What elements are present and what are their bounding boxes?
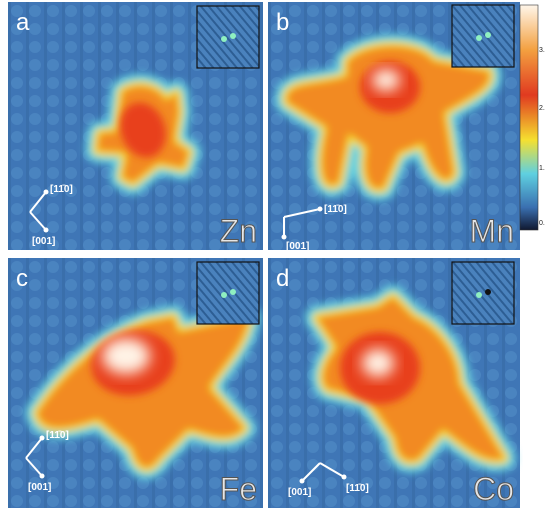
colorbar-scale	[519, 4, 539, 231]
colorbar-tick: 2.	[539, 105, 545, 112]
panel-label: d	[276, 265, 289, 292]
axis-arrow	[283, 208, 321, 218]
arrow-head	[43, 227, 49, 233]
panel-label: b	[276, 9, 289, 36]
axis-label: [11̄0]	[50, 184, 73, 195]
axis-arrow	[29, 211, 47, 231]
core	[120, 102, 166, 158]
axis-arrow	[319, 462, 345, 478]
inset	[196, 261, 260, 325]
colorbar-tick: 0.	[539, 220, 545, 227]
inset	[451, 261, 515, 325]
colorbar-tick: 3.	[539, 47, 545, 54]
panel: c Fe [11̄0] [001]	[8, 258, 263, 508]
panels: a Zn [11̄0] [001] b Mn [11̄0] [001] c Fe [11̄0] [00…	[8, 2, 520, 508]
inset-spot	[476, 292, 482, 298]
axis-label: [001]	[288, 487, 311, 498]
inset-spot	[485, 289, 491, 295]
colorbar: 3. 2. 1. 0.	[519, 4, 545, 231]
arrow-head	[39, 473, 45, 479]
hotspot	[362, 349, 394, 377]
arrow-head	[317, 206, 323, 212]
axis-arrow	[29, 191, 47, 213]
axis-label: [001]	[286, 241, 309, 252]
inset-spot	[230, 33, 236, 39]
arrow-head	[281, 234, 287, 240]
element-label: Mn	[470, 213, 514, 249]
inset	[196, 5, 260, 69]
panel: d Co [001] [11̄0]	[268, 258, 520, 508]
axis-label: [11̄0]	[324, 204, 347, 215]
panel: b Mn [11̄0] [001]	[268, 2, 520, 252]
panel: a Zn [11̄0] [001]	[8, 2, 263, 250]
inset-spot	[485, 32, 491, 38]
colorbar-tick: 1.	[539, 165, 545, 172]
inset-spot	[221, 292, 227, 298]
arrow-head	[341, 474, 347, 480]
axis-arrow	[25, 457, 43, 477]
arrow-head	[39, 435, 45, 441]
inset-spot	[230, 289, 236, 295]
element-label: Zn	[220, 213, 257, 249]
axis-arrow	[25, 437, 43, 459]
inset	[451, 4, 515, 68]
axis-label: [11̄0]	[346, 483, 369, 494]
axis-label: [11̄0]	[46, 430, 69, 441]
axis-arrow	[301, 462, 321, 482]
hotspot	[102, 338, 150, 374]
element-label: Co	[473, 471, 514, 507]
arrow-head	[299, 478, 305, 484]
inset-spot	[221, 36, 227, 42]
panel-label: c	[16, 265, 28, 292]
axis-label: [001]	[28, 482, 51, 493]
inset-spot	[476, 35, 482, 41]
panel-label: a	[16, 9, 30, 36]
arrow-head	[43, 189, 49, 195]
element-label: Fe	[220, 471, 257, 507]
axis-label: [001]	[32, 236, 55, 247]
hotspot	[372, 69, 400, 91]
